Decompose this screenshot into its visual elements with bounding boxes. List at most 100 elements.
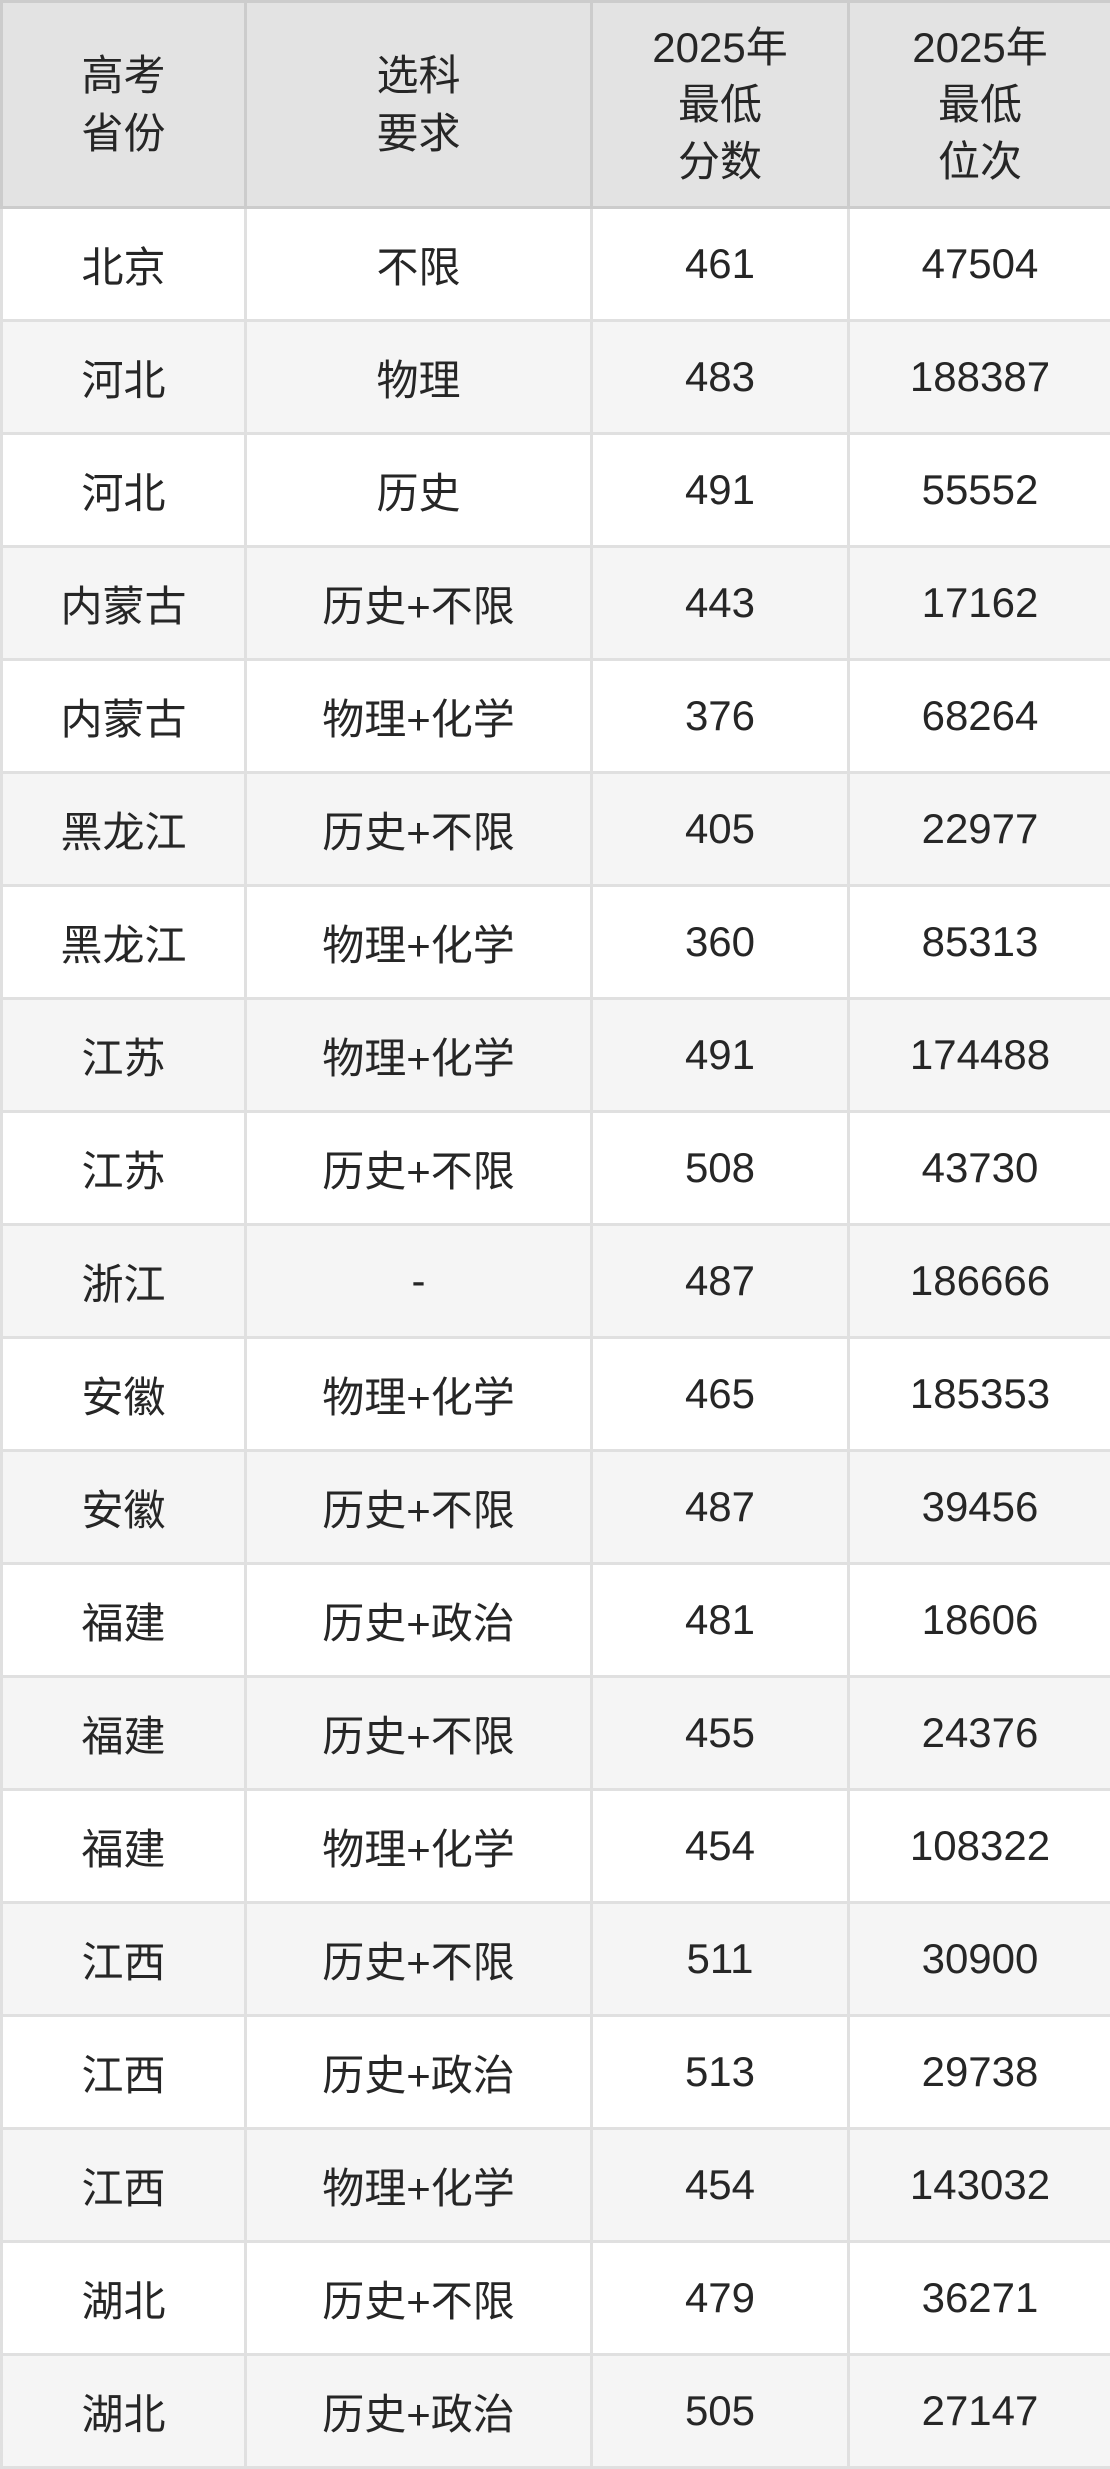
cell-min-score-2025: 487 <box>592 1451 849 1564</box>
cell-province: 江苏 <box>2 999 246 1112</box>
cell-subject-requirement: 不限 <box>246 208 592 321</box>
cell-province: 内蒙古 <box>2 547 246 660</box>
cell-min-score-2025: 479 <box>592 2242 849 2355</box>
cell-province: 河北 <box>2 434 246 547</box>
cell-min-rank-2025: 17162 <box>849 547 1110 660</box>
cell-min-rank-2025: 85313 <box>849 886 1110 999</box>
cell-province: 北京 <box>2 208 246 321</box>
cell-min-rank-2025: 29738 <box>849 2016 1110 2129</box>
column-header-province: 高考 省份 <box>2 2 246 208</box>
cell-min-rank-2025: 174488 <box>849 999 1110 1112</box>
table-row: 福建 历史+不限 455 24376 <box>2 1677 1110 1790</box>
table-row: 北京 不限 461 47504 <box>2 208 1110 321</box>
cell-province: 江西 <box>2 1903 246 2016</box>
cell-min-rank-2025: 18606 <box>849 1564 1110 1677</box>
cell-province: 湖北 <box>2 2242 246 2355</box>
cell-min-rank-2025: 47504 <box>849 208 1110 321</box>
cell-min-score-2025: 513 <box>592 2016 849 2129</box>
cell-province: 黑龙江 <box>2 773 246 886</box>
cell-min-score-2025: 511 <box>592 1903 849 2016</box>
cell-subject-requirement: 物理+化学 <box>246 1338 592 1451</box>
cell-province: 福建 <box>2 1790 246 1903</box>
table-row: 内蒙古 历史+不限 443 17162 <box>2 547 1110 660</box>
cell-min-rank-2025: 143032 <box>849 2129 1110 2242</box>
cell-min-score-2025: 465 <box>592 1338 849 1451</box>
cell-province: 河北 <box>2 321 246 434</box>
table-row: 黑龙江 历史+不限 405 22977 <box>2 773 1110 886</box>
table-row: 安徽 物理+化学 465 185353 <box>2 1338 1110 1451</box>
cell-subject-requirement: 历史+不限 <box>246 2242 592 2355</box>
cell-subject-requirement: 历史+不限 <box>246 773 592 886</box>
table-row: 浙江 - 487 186666 <box>2 1225 1110 1338</box>
cell-province: 安徽 <box>2 1451 246 1564</box>
cell-subject-requirement: 历史+政治 <box>246 1564 592 1677</box>
table-row: 湖北 历史+不限 479 36271 <box>2 2242 1110 2355</box>
table-row: 河北 物理 483 188387 <box>2 321 1110 434</box>
cell-subject-requirement: 历史+不限 <box>246 1451 592 1564</box>
cell-subject-requirement: 历史+不限 <box>246 1112 592 1225</box>
table-row: 江西 历史+政治 513 29738 <box>2 2016 1110 2129</box>
cell-min-score-2025: 487 <box>592 1225 849 1338</box>
cell-subject-requirement: 历史+不限 <box>246 1677 592 1790</box>
cell-province: 黑龙江 <box>2 886 246 999</box>
table-row: 安徽 历史+不限 487 39456 <box>2 1451 1110 1564</box>
cell-province: 湖北 <box>2 2355 246 2468</box>
cell-min-rank-2025: 22977 <box>849 773 1110 886</box>
cell-min-rank-2025: 185353 <box>849 1338 1110 1451</box>
cell-min-score-2025: 481 <box>592 1564 849 1677</box>
cell-min-score-2025: 483 <box>592 321 849 434</box>
cell-subject-requirement: 物理+化学 <box>246 660 592 773</box>
column-header-min-rank-2025: 2025年 最低 位次 <box>849 2 1110 208</box>
column-header-min-score-2025: 2025年 最低 分数 <box>592 2 849 208</box>
cell-subject-requirement: 历史+不限 <box>246 547 592 660</box>
cell-min-rank-2025: 30900 <box>849 1903 1110 2016</box>
cell-min-rank-2025: 68264 <box>849 660 1110 773</box>
cell-min-score-2025: 491 <box>592 434 849 547</box>
cell-subject-requirement: 物理+化学 <box>246 886 592 999</box>
cell-min-score-2025: 443 <box>592 547 849 660</box>
cell-min-score-2025: 461 <box>592 208 849 321</box>
cell-min-rank-2025: 36271 <box>849 2242 1110 2355</box>
table-row: 黑龙江 物理+化学 360 85313 <box>2 886 1110 999</box>
table-row: 江西 历史+不限 511 30900 <box>2 1903 1110 2016</box>
cell-min-score-2025: 360 <box>592 886 849 999</box>
cell-min-score-2025: 454 <box>592 1790 849 1903</box>
cell-subject-requirement: - <box>246 1225 592 1338</box>
cell-min-rank-2025: 188387 <box>849 321 1110 434</box>
cell-province: 江苏 <box>2 1112 246 1225</box>
table-row: 内蒙古 物理+化学 376 68264 <box>2 660 1110 773</box>
cell-min-score-2025: 455 <box>592 1677 849 1790</box>
cell-province: 江西 <box>2 2016 246 2129</box>
cell-min-score-2025: 405 <box>592 773 849 886</box>
cell-subject-requirement: 物理+化学 <box>246 1790 592 1903</box>
table-row: 江苏 历史+不限 508 43730 <box>2 1112 1110 1225</box>
cell-min-rank-2025: 43730 <box>849 1112 1110 1225</box>
cell-subject-requirement: 物理+化学 <box>246 999 592 1112</box>
cell-min-score-2025: 376 <box>592 660 849 773</box>
cell-province: 福建 <box>2 1564 246 1677</box>
cell-province: 浙江 <box>2 1225 246 1338</box>
cell-min-score-2025: 508 <box>592 1112 849 1225</box>
cell-min-rank-2025: 186666 <box>849 1225 1110 1338</box>
cell-min-rank-2025: 27147 <box>849 2355 1110 2468</box>
cell-min-rank-2025: 55552 <box>849 434 1110 547</box>
table-row: 河北 历史 491 55552 <box>2 434 1110 547</box>
cell-min-score-2025: 454 <box>592 2129 849 2242</box>
table-body: 北京 不限 461 47504 河北 物理 483 188387 河北 历史 4… <box>2 208 1110 2468</box>
table-row: 湖北 历史+政治 505 27147 <box>2 2355 1110 2468</box>
cell-subject-requirement: 历史+不限 <box>246 1903 592 2016</box>
cell-subject-requirement: 物理 <box>246 321 592 434</box>
table-row: 江西 物理+化学 454 143032 <box>2 2129 1110 2242</box>
table-header-row: 高考 省份 选科 要求 2025年 最低 分数 2025年 最低 位次 <box>2 2 1110 208</box>
cell-subject-requirement: 物理+化学 <box>246 2129 592 2242</box>
cell-subject-requirement: 历史+政治 <box>246 2016 592 2129</box>
cell-province: 安徽 <box>2 1338 246 1451</box>
column-header-subject-requirement: 选科 要求 <box>246 2 592 208</box>
cell-province: 内蒙古 <box>2 660 246 773</box>
table-row: 江苏 物理+化学 491 174488 <box>2 999 1110 1112</box>
table-row: 福建 物理+化学 454 108322 <box>2 1790 1110 1903</box>
cell-province: 福建 <box>2 1677 246 1790</box>
cell-subject-requirement: 历史 <box>246 434 592 547</box>
table-row: 福建 历史+政治 481 18606 <box>2 1564 1110 1677</box>
